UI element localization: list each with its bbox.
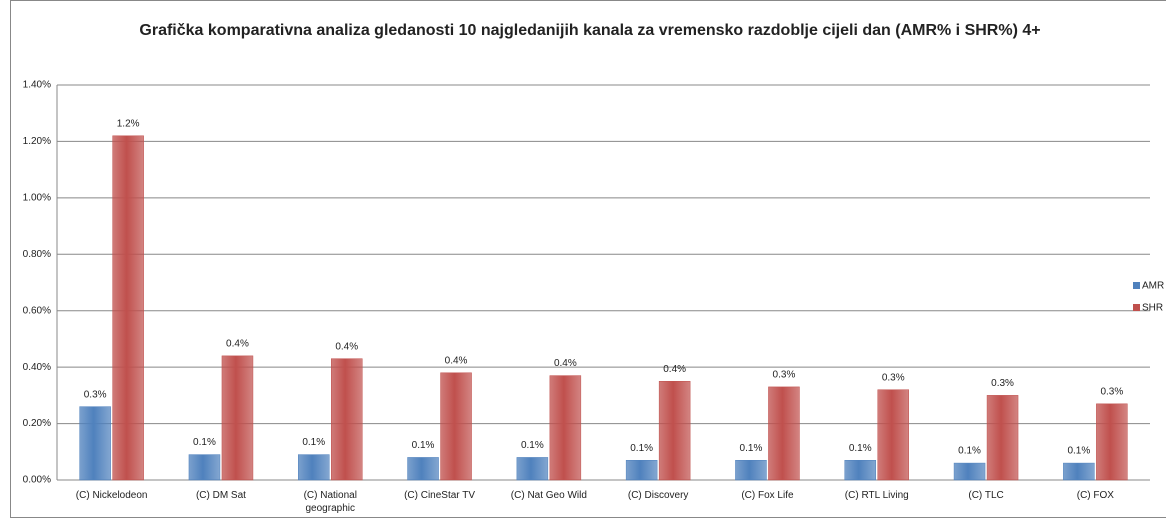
bar (625, 460, 658, 481)
bar (549, 375, 582, 481)
bar (953, 462, 986, 481)
data-label: 0.1% (740, 443, 763, 454)
bar (516, 457, 549, 481)
data-label: 1.2% (117, 118, 140, 129)
bar (221, 355, 254, 481)
y-tick-label: 0.00% (23, 475, 51, 486)
data-label: 0.3% (84, 389, 107, 400)
data-label: 0.4% (445, 355, 468, 366)
data-label: 0.3% (773, 370, 796, 381)
data-label: 0.1% (849, 443, 872, 454)
data-label: 0.1% (521, 440, 544, 451)
x-tick-label: (C) DM Sat (195, 490, 246, 501)
bar (112, 135, 144, 481)
x-tick-label: (C) Fox Life (741, 490, 794, 501)
y-tick-label: 1.20% (23, 136, 51, 147)
data-label: 0.1% (412, 440, 435, 451)
bar (1096, 403, 1128, 481)
x-tick-label: (C) Discovery (627, 490, 689, 501)
chart-frame (10, 0, 1166, 518)
bar (188, 454, 221, 481)
data-label: 0.1% (193, 437, 216, 448)
legend-swatch (1133, 282, 1140, 289)
legend-label: SHR % (1142, 303, 1166, 314)
x-tick-label: (C) CineStar TV (404, 490, 476, 501)
x-tick-label: (C) TLC (968, 490, 1004, 501)
legend-swatch (1133, 304, 1140, 311)
bar (735, 460, 767, 481)
data-label: 0.4% (663, 364, 686, 375)
data-label: 0.1% (1067, 446, 1090, 457)
x-tick-label: (C) National geographic (303, 490, 357, 514)
data-label: 0.3% (1100, 386, 1123, 397)
y-tick-label: 1.00% (23, 192, 51, 203)
bar (844, 460, 876, 481)
data-label: 0.3% (882, 372, 905, 383)
bar (407, 457, 439, 481)
bar (79, 406, 111, 481)
y-tick-label: 0.20% (23, 418, 51, 429)
data-label: 0.4% (554, 358, 577, 369)
x-tick-label: (C) RTL Living (844, 490, 909, 501)
bar (298, 454, 330, 481)
bar (768, 386, 800, 481)
bar (1063, 462, 1095, 481)
y-tick-label: 0.80% (23, 249, 51, 260)
x-tick-label: (C) FOX (1076, 490, 1114, 501)
data-label: 0.4% (226, 338, 249, 349)
data-label: 0.4% (335, 341, 358, 352)
y-tick-label: 1.40% (23, 80, 51, 91)
data-label: 0.1% (958, 446, 981, 457)
y-tick-label: 0.60% (23, 305, 51, 316)
data-label: 0.1% (630, 443, 653, 454)
bar (877, 389, 909, 481)
bar (658, 381, 691, 481)
y-tick-label: 0.40% (23, 362, 51, 373)
bar (986, 395, 1019, 481)
chart-title: Grafička komparativna analiza gledanosti… (139, 22, 1041, 39)
bar (331, 358, 363, 481)
x-tick-label: (C) Nat Geo Wild (510, 490, 587, 501)
bar (440, 372, 472, 481)
data-label: 0.1% (302, 437, 325, 448)
x-tick-label: (C) Nickelodeon (75, 490, 148, 501)
data-label: 0.3% (991, 378, 1014, 389)
legend-label: AMR % (1142, 281, 1166, 292)
